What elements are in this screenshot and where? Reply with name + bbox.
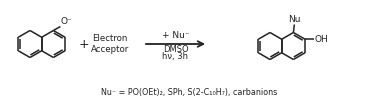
Text: Nu: Nu <box>288 14 301 24</box>
Text: +: + <box>79 38 89 50</box>
Text: Electron
Acceptor: Electron Acceptor <box>91 34 129 54</box>
Text: hν, 3h: hν, 3h <box>163 52 189 62</box>
Text: O⁻: O⁻ <box>61 17 73 26</box>
Text: OH: OH <box>314 35 328 44</box>
Text: DMSO: DMSO <box>163 44 188 54</box>
Text: Nu⁻ = PO(OEt)₂, SPh, S(2-C₁₀H₇), carbanions: Nu⁻ = PO(OEt)₂, SPh, S(2-C₁₀H₇), carbani… <box>101 88 277 96</box>
Text: + Nu⁻: + Nu⁻ <box>162 32 189 40</box>
